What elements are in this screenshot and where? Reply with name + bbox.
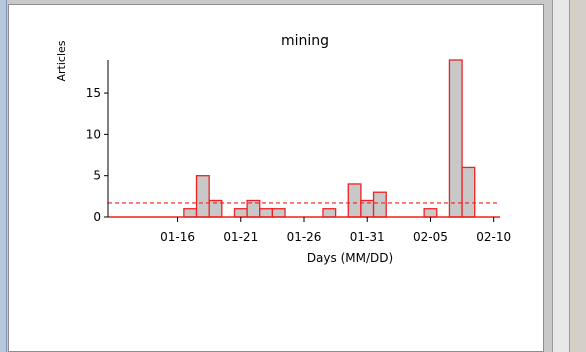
y-tick-label-10: 10 [86, 127, 101, 141]
x-tick-label-01-21: 01-21 [223, 230, 258, 244]
bar-02-05 [423, 208, 438, 218]
x-tick-label-01-31: 01-31 [350, 230, 385, 244]
chart-title: mining [281, 33, 329, 49]
bar-02-01 [372, 191, 387, 218]
y-tick-label-5: 5 [93, 169, 101, 183]
bar-01-30 [347, 183, 362, 218]
vertical-scrollbar[interactable] [552, 0, 570, 352]
bar-01-23 [259, 208, 274, 218]
x-tick-label-02-10: 02-10 [476, 230, 511, 244]
bar-02-08 [461, 166, 476, 218]
bar-01-24 [271, 208, 286, 218]
bar-01-18 [195, 175, 210, 218]
x-tick-label-01-16: 01-16 [160, 230, 195, 244]
y-axis-label: Articles [55, 40, 68, 81]
bar-01-28 [322, 208, 337, 218]
x-tick-label-02-05: 02-05 [413, 230, 448, 244]
bars-group [183, 59, 476, 218]
x-ticks-group: 01-16 01-21 01-26 01-31 02-05 02-10 [160, 217, 511, 244]
bar-01-17 [183, 208, 198, 218]
y-ticks-group: 0 5 10 15 [86, 86, 108, 224]
x-tick-label-01-26: 01-26 [287, 230, 322, 244]
left-border-strip [0, 0, 7, 352]
x-axis-label: Days (MM/DD) [307, 251, 393, 265]
y-tick-label-15: 15 [86, 86, 101, 100]
window-right-edge [570, 0, 586, 352]
y-tick-label-0: 0 [93, 210, 101, 224]
bar-02-07 [448, 59, 463, 218]
bar-01-21 [233, 208, 248, 218]
